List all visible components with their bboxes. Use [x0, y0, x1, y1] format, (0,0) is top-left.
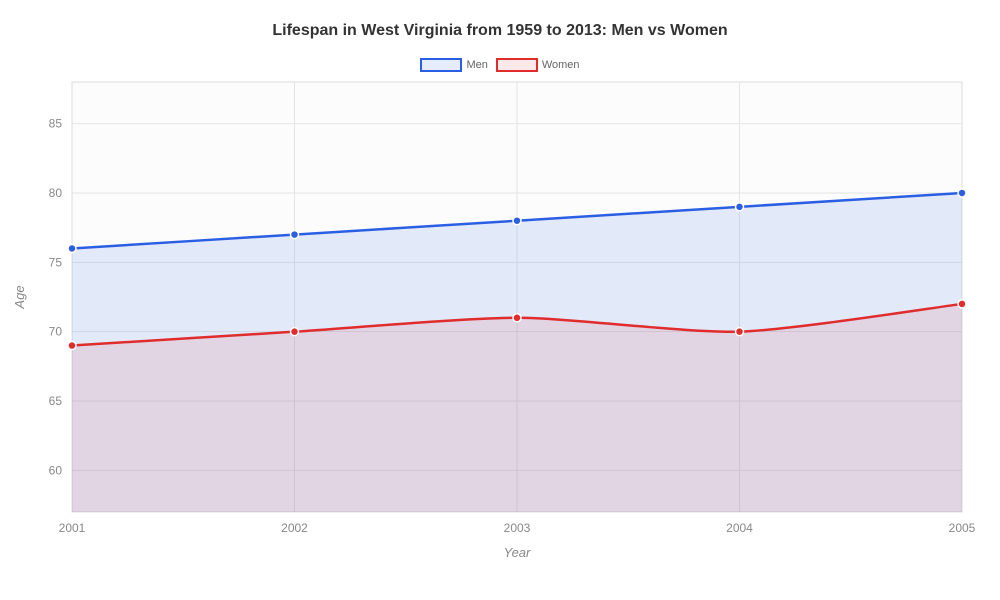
- svg-text:2004: 2004: [726, 521, 753, 535]
- legend-item-men[interactable]: Men: [420, 58, 487, 72]
- svg-text:70: 70: [49, 325, 63, 339]
- svg-text:65: 65: [49, 394, 63, 408]
- chart-container: Lifespan in West Virginia from 1959 to 2…: [0, 0, 1000, 600]
- legend: Men Women: [0, 58, 1000, 72]
- svg-text:75: 75: [49, 255, 63, 269]
- legend-item-women[interactable]: Women: [496, 58, 580, 72]
- legend-swatch-women: [496, 58, 538, 72]
- chart-svg: 60 65 70 75 80 85 2001 2002 2003 2004 2005 Age Year: [0, 72, 1000, 582]
- legend-label-men: Men: [466, 59, 487, 71]
- legend-swatch-men: [420, 58, 462, 72]
- svg-text:2005: 2005: [949, 521, 976, 535]
- svg-text:2002: 2002: [281, 521, 308, 535]
- svg-text:2001: 2001: [59, 521, 86, 535]
- chart-title: Lifespan in West Virginia from 1959 to 2…: [0, 0, 1000, 40]
- svg-text:85: 85: [49, 117, 63, 131]
- svg-text:60: 60: [49, 463, 63, 477]
- legend-label-women: Women: [542, 59, 580, 71]
- svg-text:80: 80: [49, 186, 63, 200]
- svg-text:Year: Year: [504, 545, 531, 560]
- svg-text:Age: Age: [12, 285, 27, 309]
- svg-text:2003: 2003: [504, 521, 531, 535]
